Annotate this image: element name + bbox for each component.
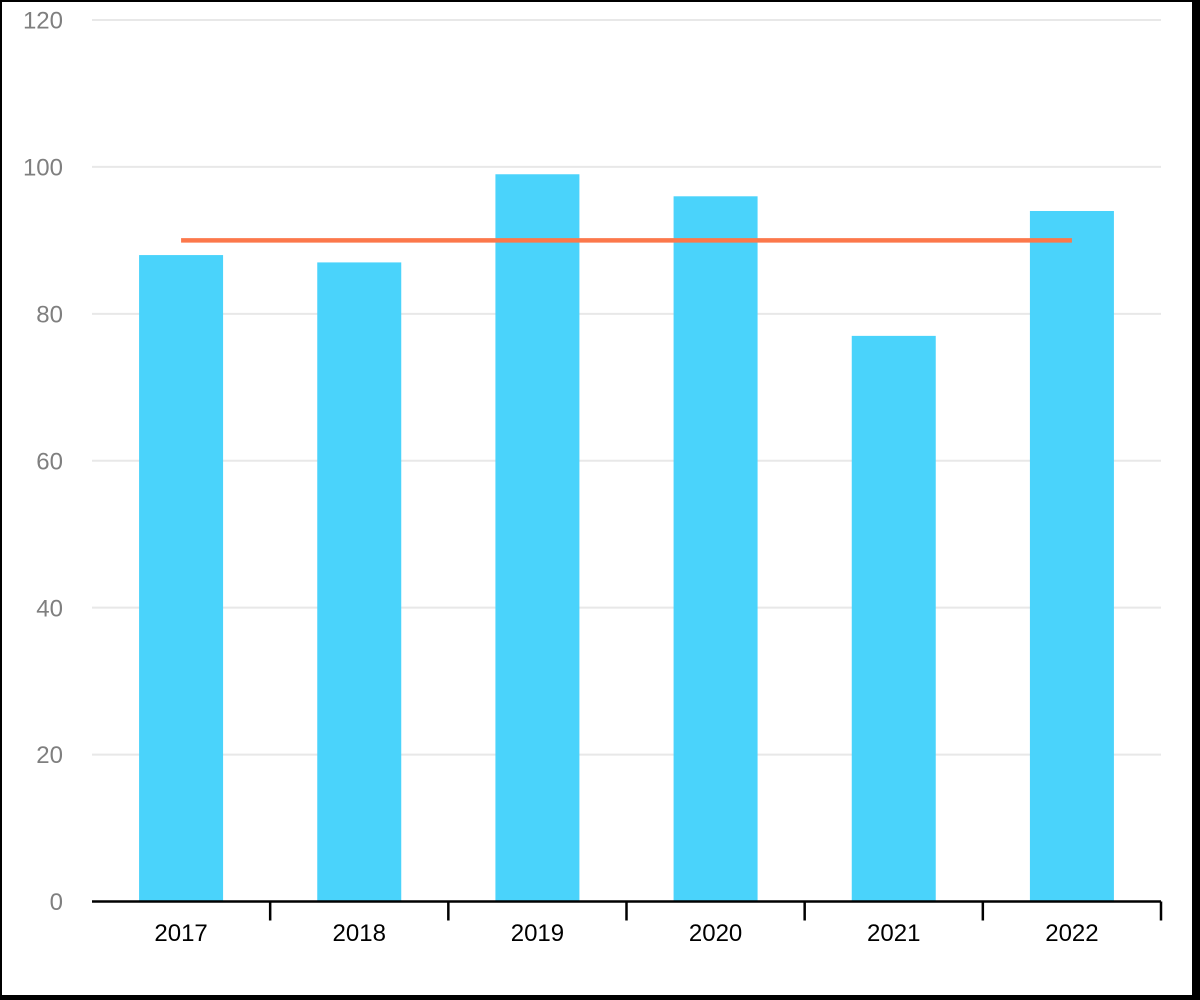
y-axis-label-40: 40 bbox=[36, 595, 63, 622]
x-axis-label-2017: 2017 bbox=[154, 920, 207, 947]
y-axis-label-60: 60 bbox=[36, 448, 63, 475]
y-axis-label-100: 100 bbox=[23, 155, 63, 182]
bar-2018 bbox=[317, 262, 402, 902]
y-axis-label-0: 0 bbox=[50, 889, 63, 916]
x-axis-label-2022: 2022 bbox=[1045, 920, 1098, 947]
bar-2019 bbox=[495, 174, 580, 902]
x-axis-label-2020: 2020 bbox=[689, 920, 742, 947]
x-axis-label-2021: 2021 bbox=[867, 920, 920, 947]
bar-2021 bbox=[851, 335, 936, 902]
bar-2022 bbox=[1029, 210, 1114, 902]
x-axis-label-2018: 2018 bbox=[333, 920, 386, 947]
y-axis-label-120: 120 bbox=[23, 8, 63, 35]
bar-2020 bbox=[673, 196, 758, 902]
y-axis-label-80: 80 bbox=[36, 301, 63, 328]
x-axis-label-2019: 2019 bbox=[511, 920, 564, 947]
bar-2017 bbox=[139, 255, 224, 902]
y-axis-label-20: 20 bbox=[36, 742, 63, 769]
